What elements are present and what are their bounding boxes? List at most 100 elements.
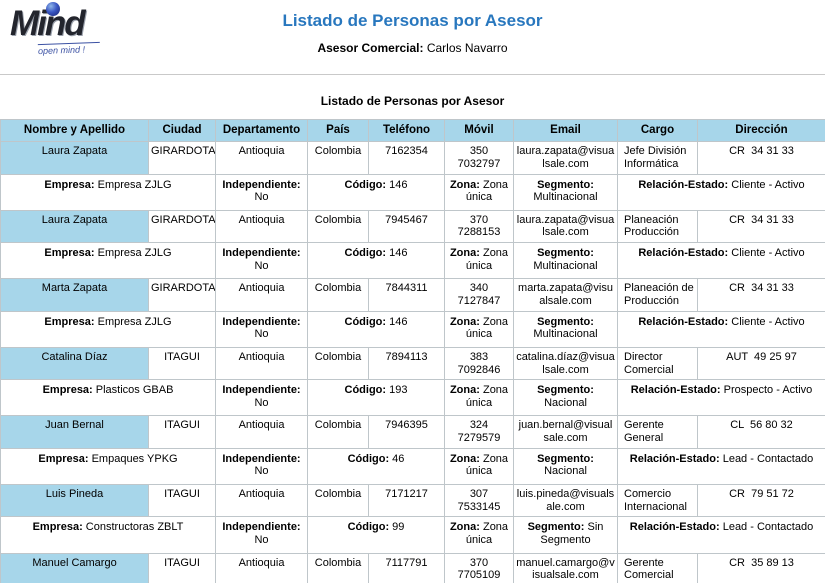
- relation-value: Lead - Contactado: [722, 452, 814, 465]
- person-city-cell: GIRARDOTA: [148, 141, 216, 175]
- code-label: Código:: [344, 315, 387, 328]
- relation-label: Relación-Estado:: [629, 521, 720, 534]
- detail-company-cell: Empresa: Empresa ZJLG: [0, 242, 216, 280]
- person-name-cell: Juan Bernal: [0, 415, 149, 449]
- table-header-row: Nombre y Apellido Ciudad Departamento Pa…: [0, 118, 825, 143]
- detail-code-cell: Código: 99: [307, 516, 445, 554]
- segment-label: Segmento:: [537, 452, 594, 465]
- person-email-cell: laura.zapata@visualsale.com: [513, 209, 618, 244]
- detail-independent-cell: Independiente: No: [215, 447, 308, 486]
- segment-value: Multinacional: [533, 259, 598, 272]
- person-department-cell: Antioquia: [215, 209, 308, 244]
- detail-company-cell: Empresa: Empresa ZJLG: [0, 310, 216, 348]
- person-position-cell: Jefe División Informática: [617, 141, 698, 175]
- person-country-cell: Colombia: [307, 141, 369, 175]
- independent-value: No: [254, 328, 269, 341]
- company-label: Empresa:: [44, 247, 95, 260]
- header-titles: Listado de Personas por Asesor Asesor Co…: [0, 0, 825, 55]
- person-address-cell: CR 34 31 33: [697, 278, 825, 312]
- independent-label: Independiente:: [222, 521, 301, 534]
- zone-value: Zona única: [465, 521, 509, 546]
- code-value: 146: [389, 247, 408, 260]
- company-label: Empresa:: [32, 521, 83, 534]
- segment-value: Multinacional: [533, 328, 598, 341]
- col-header-movil: Móvil: [444, 118, 514, 143]
- independent-label: Independiente:: [222, 384, 301, 397]
- detail-zone-cell: Zona: Zona única: [444, 379, 514, 417]
- person-position-cell: Gerente General: [617, 415, 698, 449]
- person-row: Catalina Díaz ITAGUI Antioquia Colombia …: [0, 346, 825, 381]
- code-label: Código:: [347, 521, 390, 534]
- persons-table: Nombre y Apellido Ciudad Departamento Pa…: [0, 118, 825, 583]
- code-value: 146: [389, 315, 408, 328]
- person-phone-cell: 7946395: [368, 415, 445, 449]
- company-value: Empresa ZJLG: [97, 178, 172, 191]
- detail-relation-cell: Relación-Estado: Cliente - Activo: [617, 242, 825, 280]
- detail-code-cell: Código: 146: [307, 173, 445, 211]
- detail-zone-cell: Zona: Zona única: [444, 516, 514, 554]
- person-country-cell: Colombia: [307, 552, 369, 583]
- relation-label: Relación-Estado:: [638, 247, 729, 260]
- person-department-cell: Antioquia: [215, 484, 308, 518]
- company-value: Empresa ZJLG: [97, 247, 172, 260]
- zone-label: Zona:: [449, 521, 480, 534]
- detail-code-cell: Código: 193: [307, 379, 445, 417]
- page-header: Mind open mind ! Listado de Personas por…: [0, 0, 825, 75]
- relation-label: Relación-Estado:: [638, 315, 729, 328]
- person-detail-row: Empresa: Plasticos GBAB Independiente: N…: [0, 379, 825, 417]
- person-address-cell: CR 79 51 72: [697, 484, 825, 518]
- zone-label: Zona:: [449, 384, 480, 397]
- person-detail-row: Empresa: Empresa ZJLG Independiente: No …: [0, 310, 825, 348]
- person-row: Marta Zapata GIRARDOTA Antioquia Colombi…: [0, 278, 825, 312]
- relation-value: Cliente - Activo: [731, 315, 805, 328]
- person-phone-cell: 7894113: [368, 346, 445, 381]
- segment-label: Segmento:: [537, 178, 594, 191]
- person-row: Luis Pineda ITAGUI Antioquia Colombia 71…: [0, 484, 825, 518]
- independent-value: No: [254, 465, 269, 478]
- person-address-cell: CR 34 31 33: [697, 141, 825, 175]
- logo-sphere-icon: [46, 2, 60, 16]
- zone-label: Zona:: [449, 178, 480, 191]
- detail-relation-cell: Relación-Estado: Cliente - Activo: [617, 310, 825, 348]
- person-email-cell: marta.zapata@visualsale.com: [513, 278, 618, 312]
- person-name-cell: Luis Pineda: [0, 484, 149, 518]
- detail-relation-cell: Relación-Estado: Prospecto - Activo: [617, 379, 825, 417]
- col-header-departamento: Departamento: [215, 118, 308, 143]
- detail-segment-cell: Segmento: Multinacional: [513, 173, 618, 211]
- detail-zone-cell: Zona: Zona única: [444, 242, 514, 280]
- company-label: Empresa:: [42, 384, 93, 397]
- zone-label: Zona:: [449, 452, 480, 465]
- company-label: Empresa:: [44, 315, 95, 328]
- code-value: 46: [392, 452, 405, 465]
- person-country-cell: Colombia: [307, 415, 369, 449]
- company-label: Empresa:: [38, 452, 89, 465]
- person-country-cell: Colombia: [307, 278, 369, 312]
- person-department-cell: Antioquia: [215, 141, 308, 175]
- person-detail-row: Empresa: Empresa ZJLG Independiente: No …: [0, 173, 825, 211]
- person-country-cell: Colombia: [307, 484, 369, 518]
- person-detail-row: Empresa: Constructoras ZBLT Independient…: [0, 516, 825, 554]
- col-header-cargo: Cargo: [617, 118, 698, 143]
- detail-independent-cell: Independiente: No: [215, 516, 308, 554]
- independent-label: Independiente:: [222, 452, 301, 465]
- person-detail-row: Empresa: Empresa ZJLG Independiente: No …: [0, 242, 825, 280]
- detail-independent-cell: Independiente: No: [215, 379, 308, 417]
- person-name-cell: Marta Zapata: [0, 278, 149, 312]
- detail-relation-cell: Relación-Estado: Lead - Contactado: [617, 516, 825, 554]
- person-address-cell: CL 56 80 32: [697, 415, 825, 449]
- detail-company-cell: Empresa: Empresa ZJLG: [0, 173, 216, 211]
- detail-code-cell: Código: 146: [307, 310, 445, 348]
- zone-value: Zona única: [465, 178, 509, 204]
- person-address-cell: CR 35 89 13: [697, 552, 825, 583]
- segment-value: Multinacional: [533, 191, 598, 204]
- person-name-cell: Manuel Camargo: [0, 552, 149, 583]
- col-header-nombre: Nombre y Apellido: [0, 118, 149, 143]
- independent-value: No: [254, 533, 269, 546]
- segment-value: Sin Segmento: [540, 521, 604, 546]
- person-department-cell: Antioquia: [215, 346, 308, 381]
- detail-independent-cell: Independiente: No: [215, 310, 308, 348]
- person-position-cell: Planeación Producción: [617, 209, 698, 244]
- person-email-cell: luis.pineda@visualsale.com: [513, 484, 618, 518]
- col-header-ciudad: Ciudad: [148, 118, 216, 143]
